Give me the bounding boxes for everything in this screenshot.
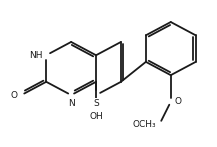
Text: NH: NH xyxy=(29,51,42,60)
Text: S: S xyxy=(93,99,99,108)
Text: OH: OH xyxy=(89,112,103,121)
Text: OCH₃: OCH₃ xyxy=(132,121,156,130)
Text: N: N xyxy=(68,99,74,108)
Text: O: O xyxy=(11,91,18,100)
Text: O: O xyxy=(174,97,181,106)
